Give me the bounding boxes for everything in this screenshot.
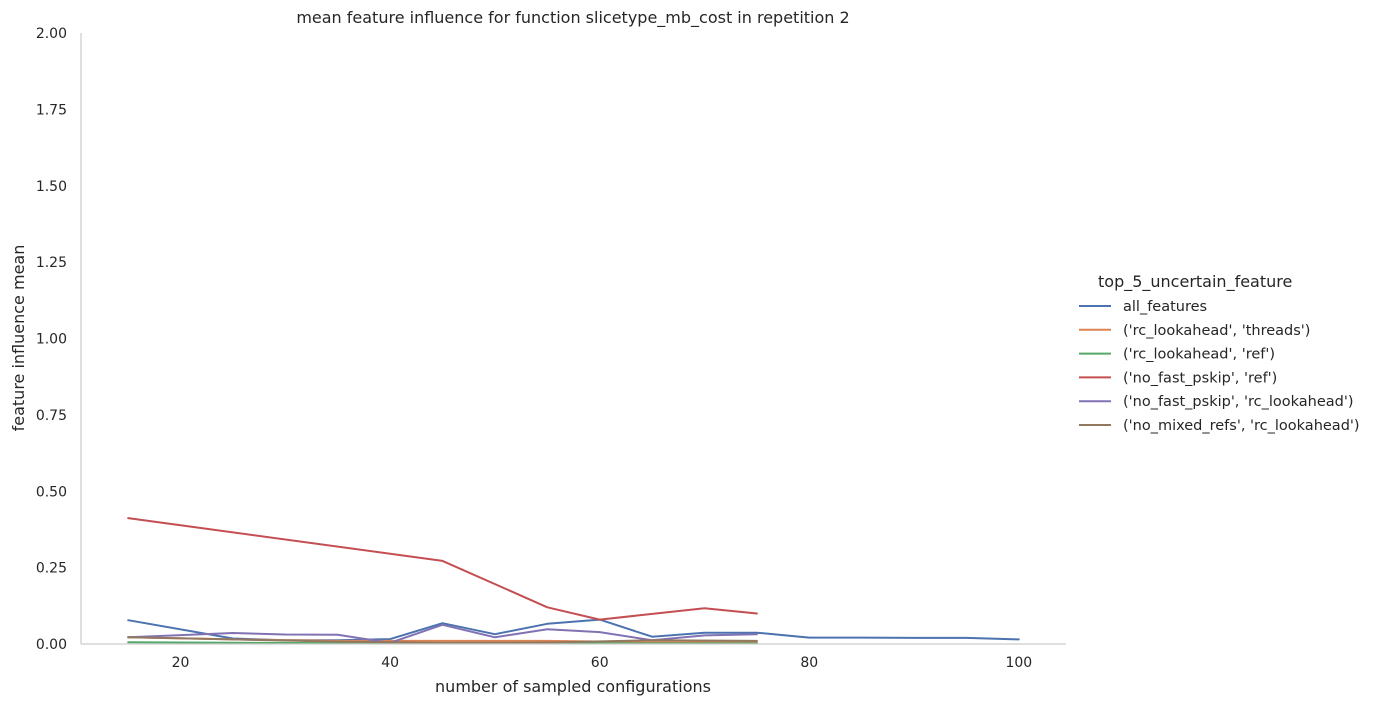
- x-axis-ticks: 20 40 60 80 100: [172, 655, 1033, 671]
- legend: top_5_uncertain_feature all_features ('rc…: [1079, 272, 1360, 434]
- y-tick-label: 0.75: [36, 408, 67, 424]
- x-tick-label: 100: [1005, 655, 1032, 671]
- plot-area: 0.00 0.25 0.50 0.75 1.00 1.25 1.50 1.75 2.00 20 4…: [36, 26, 1066, 671]
- y-tick-label: 1.75: [36, 102, 67, 118]
- series-lines: [127, 517, 1020, 645]
- series-line-5: [127, 636, 758, 644]
- x-tick-label: 80: [800, 655, 818, 671]
- legend-label: ('no_fast_pskip', 'ref'): [1123, 370, 1277, 386]
- x-tick-label: 60: [591, 655, 609, 671]
- y-tick-label: 1.00: [36, 332, 67, 348]
- x-tick-label: 40: [381, 655, 399, 671]
- legend-items: all_features ('rc_lookahead', 'threads') (…: [1079, 299, 1360, 434]
- series-line-3: [127, 517, 758, 621]
- x-tick-label: 20: [172, 655, 190, 671]
- legend-label: ('rc_lookahead', 'threads'): [1123, 323, 1310, 339]
- legend-label: ('no_fast_pskip', 'rc_lookahead'): [1123, 394, 1354, 410]
- legend-label: ('rc_lookahead', 'ref'): [1123, 347, 1275, 363]
- y-axis-label: feature influence mean: [9, 245, 28, 432]
- y-axis-ticks: 0.00 0.25 0.50 0.75 1.00 1.25 1.50 1.75 2.00: [36, 26, 67, 653]
- y-tick-label: 1.25: [36, 255, 67, 271]
- x-axis-label: number of sampled configurations: [435, 677, 711, 696]
- legend-label: ('no_mixed_refs', 'rc_lookahead'): [1123, 418, 1360, 434]
- y-tick-label: 0.25: [36, 561, 67, 577]
- chart-title: mean feature influence for function slic…: [296, 8, 849, 28]
- y-tick-label: 1.50: [36, 179, 67, 195]
- legend-title: top_5_uncertain_feature: [1098, 272, 1292, 292]
- y-tick-label: 0.00: [36, 637, 67, 653]
- y-tick-label: 0.50: [36, 484, 67, 500]
- y-tick-label: 2.00: [36, 26, 67, 42]
- legend-label: all_features: [1123, 299, 1207, 315]
